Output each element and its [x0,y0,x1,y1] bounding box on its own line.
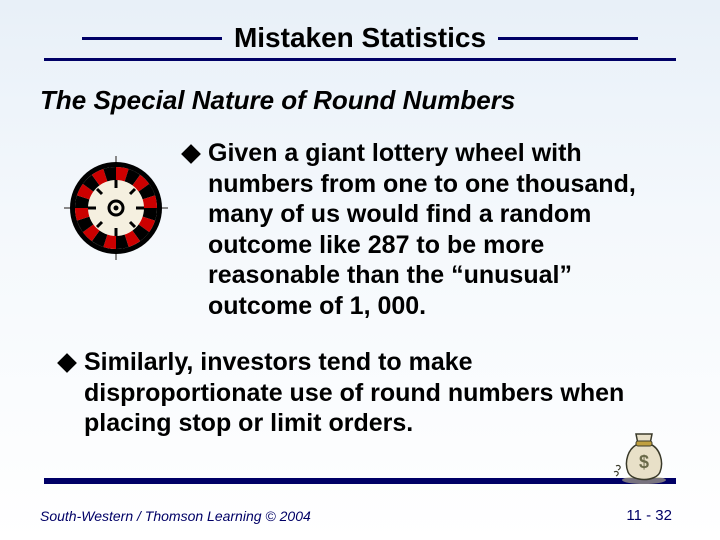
title-row: Mistaken Statistics [0,0,720,54]
title-rule-left [82,37,222,40]
money-bag-icon: $ [610,428,674,486]
footer-rule [44,478,676,484]
bullet-marker-icon [57,353,77,373]
lottery-wheel-icon [64,156,168,260]
footer-page-number: 11 - 32 [626,507,672,524]
slide-title: Mistaken Statistics [234,22,486,54]
slide: Mistaken Statistics The Special Nature o… [0,0,720,540]
bullet-marker-icon [181,144,201,164]
title-rule-right [498,37,638,40]
title-underline [44,58,676,61]
bullet-1: Given a giant lottery wheel with numbers… [184,138,680,321]
bullet-2: Similarly, investors tend to make dispro… [60,347,660,439]
bullet-1-text: Given a giant lottery wheel with numbers… [208,138,680,321]
bullet-2-text: Similarly, investors tend to make dispro… [84,347,660,439]
footer-copyright: South-Western / Thomson Learning © 2004 [40,508,311,524]
slide-subtitle: The Special Nature of Round Numbers [40,85,720,116]
svg-text:$: $ [639,452,649,472]
content-row: Given a giant lottery wheel with numbers… [64,138,680,321]
